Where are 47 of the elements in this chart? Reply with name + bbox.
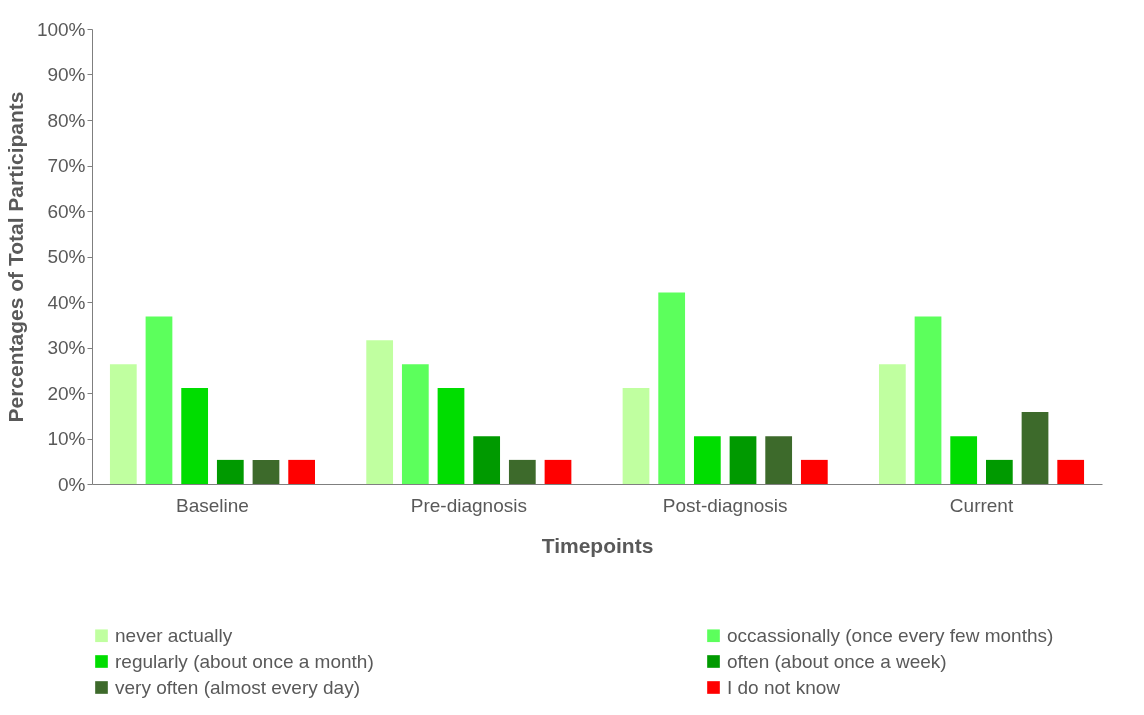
bar — [1057, 459, 1085, 484]
legend-label: very often (almost every day) — [115, 676, 360, 698]
bar — [729, 436, 757, 484]
y-tick-label: 40% — [47, 291, 86, 313]
x-tick-label: Post-diagnosis — [662, 494, 788, 516]
legend-label: never actually — [115, 624, 233, 646]
bar — [800, 459, 828, 484]
y-tick-label: 90% — [47, 64, 86, 85]
bar — [145, 316, 173, 484]
bar — [985, 459, 1013, 484]
bar — [765, 436, 793, 484]
legend-label: regularly (about once a month) — [115, 650, 374, 672]
bar — [950, 436, 978, 484]
bar — [181, 387, 209, 484]
bar — [216, 459, 244, 484]
y-axis-title: Percentages of Total Participants — [3, 91, 27, 423]
y-tick-label: 10% — [47, 428, 86, 449]
y-tick-label: 20% — [47, 382, 86, 404]
y-tick-label: 0% — [58, 473, 86, 495]
y-tick-label: 80% — [47, 109, 86, 131]
bar — [366, 340, 394, 484]
y-tick-label: 100% — [36, 18, 86, 40]
x-tick-label: Baseline — [176, 494, 249, 516]
bar — [473, 436, 501, 484]
x-axis-title: Timepoints — [541, 533, 654, 557]
bar — [544, 459, 572, 484]
bar — [508, 459, 536, 484]
y-tick-label: 60% — [47, 200, 86, 222]
bar — [914, 316, 942, 484]
bar — [437, 387, 465, 484]
bar — [658, 292, 686, 484]
y-tick-label: 30% — [47, 337, 86, 358]
y-tick-label: 70% — [47, 155, 86, 176]
legend-label: often (about once a week) — [727, 650, 947, 672]
x-tick-label: Pre-diagnosis — [410, 494, 527, 516]
bar — [288, 459, 316, 484]
legend-label: I do not know — [727, 676, 841, 698]
y-tick-label: 50% — [47, 246, 86, 267]
legend-label: occassionally (once every few months) — [727, 624, 1054, 646]
bar — [878, 364, 906, 484]
bar — [252, 459, 280, 484]
bar — [401, 364, 429, 484]
bar — [1021, 412, 1049, 484]
x-tick-label: Current — [949, 494, 1014, 516]
bar — [693, 436, 721, 484]
bar — [109, 364, 137, 484]
bar — [622, 387, 650, 484]
